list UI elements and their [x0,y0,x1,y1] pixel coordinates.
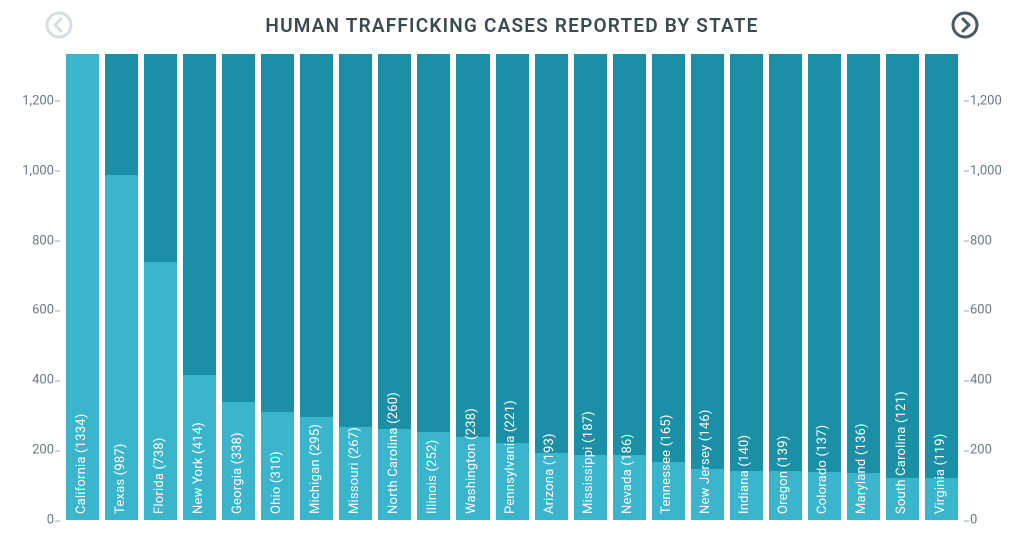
y-axis-right: 02004006008001,0001,200 [964,54,1024,520]
y-tick-label: 0 [970,513,977,528]
y-tick: 800 [970,234,1024,247]
y-tick: 0 [0,514,54,527]
y-tick-label: 1,200 [22,93,54,108]
arrow-left-circle-icon [44,10,74,40]
bar-label: Oregon (139) [776,435,791,514]
bar-label: Washington (238) [464,408,479,514]
bar[interactable]: Ohio (310) [261,54,294,520]
bar[interactable]: Maryland (136) [847,54,880,520]
bar-label: Georgia (338) [230,432,245,514]
bar[interactable]: North Carolina (260) [378,54,411,520]
y-tick: 600 [0,304,54,317]
prev-button[interactable] [42,8,76,42]
y-tick-label: 800 [970,233,992,248]
bar[interactable]: Michigan (295) [300,54,333,520]
bar[interactable]: Florida (738) [144,54,177,520]
bar[interactable]: Georgia (338) [222,54,255,520]
y-tick-label: 600 [32,303,54,318]
bar[interactable]: South Carolina (121) [886,54,919,520]
bar-label: North Carolina (260) [386,392,401,514]
y-tick-label: 0 [47,513,54,528]
y-tick: 600 [970,304,1024,317]
tick-mark [55,520,60,521]
y-tick-label: 1,000 [22,163,54,178]
y-tick-label: 400 [970,373,992,388]
y-tick: 400 [970,374,1024,387]
tick-mark [55,101,60,102]
bar[interactable]: New York (414) [183,54,216,520]
bar[interactable]: Indiana (140) [730,54,763,520]
y-tick-label: 800 [32,233,54,248]
tick-mark [964,450,969,451]
y-tick-label: 400 [32,373,54,388]
bar-label: Colorado (137) [815,425,830,514]
y-tick: 400 [0,374,54,387]
chart-area: 0 200 400 600 800 1,000 1,200 California (1334… [0,48,1024,548]
bar[interactable]: Tennessee (165) [652,54,685,520]
y-tick-label: 1,200 [970,93,1002,108]
y-tick: 1,000 [0,164,54,177]
y-tick: 800 [0,234,54,247]
bar-label: California (1334) [74,414,89,514]
bar-label: Ohio (310) [269,451,284,514]
y-tick-label: 1,000 [970,163,1002,178]
bar-label: Michigan (295) [308,424,323,514]
bar-label: New Jersey (146) [698,409,713,514]
tick-mark [964,101,969,102]
tick-mark [964,241,969,242]
bar-label: Missouri (267) [347,427,362,514]
bar[interactable]: New Jersey (146) [691,54,724,520]
tick-mark [964,380,969,381]
y-tick-label: 200 [32,443,54,458]
bar[interactable]: Colorado (137) [808,54,841,520]
y-tick-label: 600 [970,303,992,318]
bar[interactable]: Illinois (252) [417,54,450,520]
tick-mark [55,241,60,242]
bar[interactable]: Virginia (119) [925,54,958,520]
bar-label: Arizona (193) [542,433,557,514]
bar-label: Pennsylvania (221) [503,400,518,514]
bar[interactable]: Texas (987) [105,54,138,520]
bar[interactable]: Arizona (193) [535,54,568,520]
tick-mark [964,171,969,172]
bar-label: Texas (987) [113,443,128,514]
bar-label: Nevada (186) [620,434,635,514]
chart-header: HUMAN TRAFFICKING CASES REPORTED BY STAT… [0,0,1024,48]
bar[interactable]: Missouri (267) [339,54,372,520]
chart-title: HUMAN TRAFFICKING CASES REPORTED BY STAT… [265,14,758,37]
bar-label: Mississippi (187) [581,411,596,514]
bar-label: Tennessee (165) [659,414,674,514]
tick-mark [55,171,60,172]
bar[interactable]: Nevada (186) [613,54,646,520]
bar-label: New York (414) [191,422,206,514]
y-tick: 1,200 [970,94,1024,107]
bar-label: Virginia (119) [933,433,948,514]
y-axis-left: 02004006008001,0001,200 [0,54,60,520]
bar[interactable]: Mississippi (187) [574,54,607,520]
bar[interactable]: Oregon (139) [769,54,802,520]
tick-mark [964,520,969,521]
tick-mark [964,310,969,311]
y-tick: 200 [0,444,54,457]
tick-mark [55,310,60,311]
next-button[interactable] [948,8,982,42]
y-tick: 1,200 [0,94,54,107]
y-tick: 1,000 [970,164,1024,177]
bar-label: Indiana (140) [737,435,752,514]
plot-area: California (1334) Texas (987) Florida (738… [66,54,958,520]
arrow-right-circle-icon [950,10,980,40]
bar[interactable]: Pennsylvania (221) [496,54,529,520]
bar-label: Maryland (136) [854,423,869,514]
bar-label: South Carolina (121) [894,391,909,514]
bar-label: Florida (738) [152,438,167,514]
y-tick-label: 200 [970,443,992,458]
bar[interactable]: California (1334) [66,54,99,520]
tick-mark [55,450,60,451]
bars-container: California (1334) Texas (987) Florida (738… [66,54,958,520]
y-tick: 200 [970,444,1024,457]
tick-mark [55,380,60,381]
bar-label: Illinois (252) [425,440,440,514]
y-tick: 0 [970,514,1024,527]
bar[interactable]: Washington (238) [456,54,489,520]
